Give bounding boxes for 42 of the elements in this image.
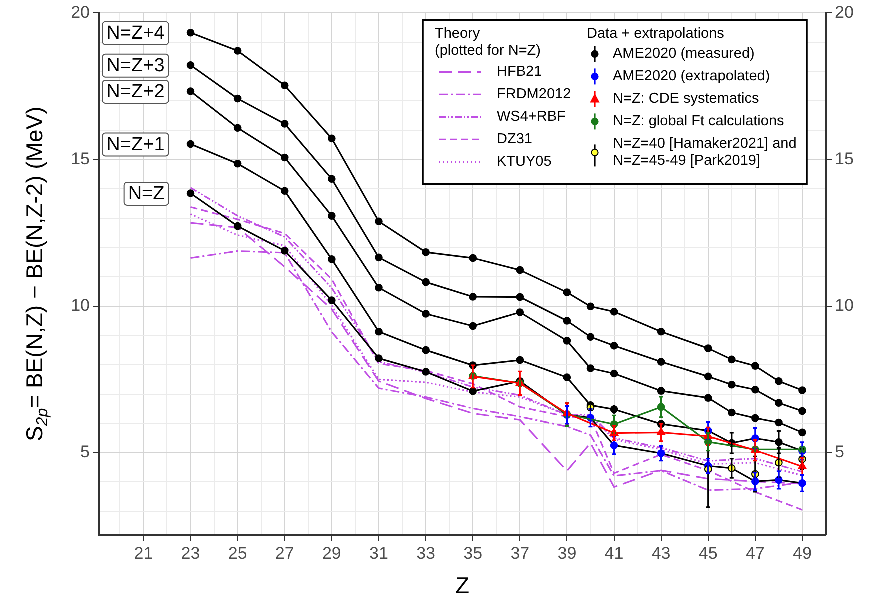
series-label: N=Z — [128, 184, 166, 205]
x-tick-label: 45 — [698, 544, 718, 563]
legend-label: N=Z=40 [Hamaker2021] and N=Z=45-49 [Park2019] — [613, 136, 797, 170]
y-tick-label: 20 — [71, 2, 90, 22]
y2-tick-label: 20 — [835, 2, 854, 22]
y2-tick-label: 15 — [835, 149, 854, 168]
series-label: N=Z+1 — [106, 134, 165, 156]
x-tick-label: 33 — [416, 544, 436, 563]
x-tick-label: 21 — [134, 544, 154, 563]
x-tick-label: 49 — [793, 544, 812, 563]
x-tick-label: 39 — [558, 544, 577, 563]
legend-label: AME2020 (extrapolated) — [613, 68, 770, 85]
x-axis-title: Z — [455, 572, 470, 599]
legend-label: DZ31 — [497, 132, 532, 148]
x-tick-label: 29 — [322, 544, 342, 563]
legend-label: AME2020 (measured) — [613, 46, 755, 62]
x-tick-label: 25 — [228, 544, 248, 563]
legend-label: FRDM2012 — [497, 86, 572, 103]
y2-tick-label: 10 — [835, 296, 854, 316]
x-tick-label: 41 — [604, 544, 624, 563]
x-tick-label: 31 — [370, 544, 388, 563]
annotation: Theory (plotted for N=Z) — [435, 26, 541, 60]
legend-label: WS4+RBF — [497, 109, 566, 126]
x-tick-label: 27 — [275, 544, 294, 563]
annotation: Data + extrapolations — [587, 26, 724, 42]
y-tick-label: 15 — [71, 149, 90, 168]
legend-label: N=Z: CDE systematics — [613, 91, 760, 108]
x-tick-label: 37 — [510, 544, 530, 563]
y2-tick-label: 5 — [835, 442, 844, 462]
y-tick-label: 5 — [80, 442, 90, 462]
series-label: N=Z+4 — [106, 23, 166, 44]
y-tick-label: 10 — [71, 296, 90, 316]
series-label: N=Z+2 — [106, 82, 165, 103]
legend-label: HFB21 — [497, 64, 542, 80]
legend-label: N=Z: global Ft calculations — [613, 114, 784, 130]
x-tick-label: 35 — [464, 544, 483, 563]
x-tick-label: 23 — [181, 544, 200, 563]
series-label: N=Z+3 — [106, 56, 165, 77]
y-axis-title: S2p= BE(N,Z) − BE(N,Z-2) (MeV) — [21, 106, 52, 442]
x-tick-label: 47 — [746, 544, 765, 563]
x-tick-label: 43 — [652, 544, 671, 563]
legend-label: KTUY05 — [497, 154, 552, 170]
